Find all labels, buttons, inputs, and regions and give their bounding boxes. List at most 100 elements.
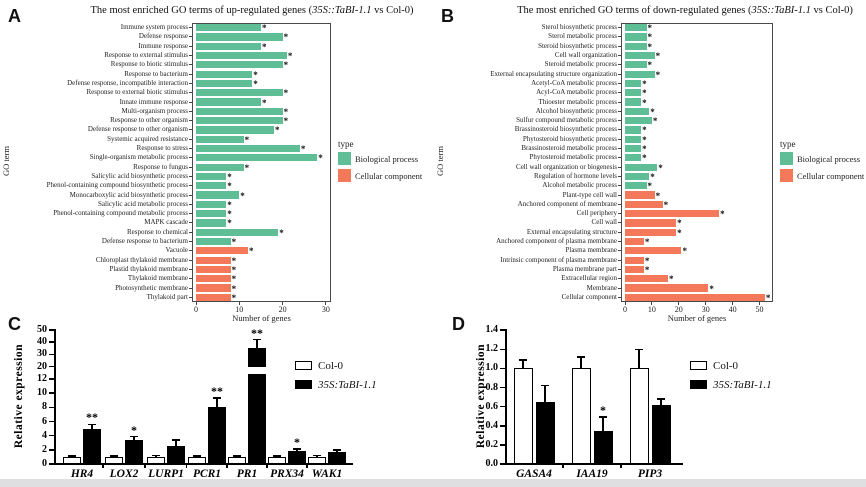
- legend-a: type Biological process Cellular compone…: [338, 139, 422, 186]
- y-tick: [618, 213, 621, 215]
- go-term-label: Brassinosteroid biosynthetic process: [514, 125, 617, 134]
- expr-bar: [167, 445, 185, 464]
- x-tick: [759, 302, 760, 305]
- go-bar: [196, 293, 231, 301]
- significance-asterisk: *: [647, 41, 653, 52]
- error-bar-line: [522, 359, 524, 369]
- expr-bar: [268, 456, 286, 464]
- group-divider-tick: [620, 464, 622, 468]
- go-term-label: Systemic acquired resistance: [107, 134, 188, 143]
- go-bar: [196, 172, 227, 181]
- y-tick: [618, 36, 621, 38]
- y-tick: [618, 45, 621, 47]
- expr-bar: [651, 404, 671, 464]
- significance-asterisk: *: [677, 218, 682, 229]
- go-term-label: Sulfur compound metabolic process: [516, 116, 617, 125]
- legend-a-item-cellular-component: Cellular component: [338, 169, 422, 182]
- error-bar-cap: [541, 384, 549, 387]
- significance-asterisk: *: [650, 106, 655, 117]
- significance-asterisk: *: [231, 264, 237, 275]
- go-term-label: Immune response: [138, 41, 188, 50]
- go-term-label: Membrane: [586, 283, 617, 292]
- legend-b: type Biological process Cellular compone…: [780, 139, 864, 186]
- y-tick: [618, 101, 621, 103]
- go-bar: [196, 284, 231, 292]
- significance-asterisk: *: [283, 106, 289, 117]
- error-bar-line: [602, 417, 604, 431]
- error-bar-cap: [233, 455, 241, 457]
- expr-bar: [629, 368, 649, 464]
- significance-asterisk: *: [294, 434, 300, 449]
- significance-asterisk: *: [283, 88, 289, 99]
- y-tick: [500, 444, 506, 446]
- go-bar: [625, 293, 765, 301]
- expr-bar-lower: [248, 373, 266, 464]
- go-term-label: Brassinosteroid metabolic process: [521, 144, 617, 153]
- go-bar: [625, 135, 642, 143]
- y-tick: [189, 213, 192, 215]
- significance-asterisk: *: [644, 237, 650, 248]
- go-bar: [196, 42, 261, 50]
- go-term-label: Cell periphery: [576, 209, 617, 218]
- go-bar: [196, 256, 231, 264]
- panel-a-title-suffix: vs Col-0): [371, 5, 414, 16]
- category-label: GASA4: [516, 468, 552, 480]
- go-term-label: Monocarboxylic acid biosynthetic process: [69, 190, 188, 199]
- error-bar-cap: [273, 455, 281, 457]
- y-tick: [49, 378, 55, 380]
- go-term-label: Steroid biosynthetic process: [538, 41, 617, 50]
- significance-asterisk: *: [655, 190, 661, 201]
- category-label: PR1: [236, 468, 258, 480]
- go-bar: [625, 265, 644, 274]
- panel-a-title-genotype: 35S::TaBI-1.1: [312, 5, 372, 16]
- error-bar-cap: [657, 398, 665, 400]
- y-tick: [618, 64, 621, 66]
- x-tick-label: 0: [623, 305, 627, 314]
- y-tick-label: 6: [42, 415, 47, 427]
- error-bar-line: [256, 339, 258, 349]
- y-tick: [189, 241, 192, 243]
- significance-asterisk: *: [709, 283, 714, 294]
- go-term-label: Plastid thylakoid membrane: [109, 264, 188, 273]
- go-bar: [196, 154, 318, 162]
- legend-b-label-cellular-component: Cellular component: [797, 170, 865, 181]
- y-tick: [189, 45, 192, 47]
- y-tick: [189, 231, 192, 233]
- panel-d-label: D: [452, 314, 465, 334]
- group-divider-tick: [266, 464, 268, 468]
- significance-asterisk: *: [261, 97, 267, 108]
- y-tick: [189, 55, 192, 57]
- y-tick: [189, 92, 192, 94]
- expr-bar: [308, 456, 326, 464]
- y-tick-label: 0.8: [485, 381, 499, 393]
- error-bar-cap: [213, 397, 221, 399]
- go-bar: [196, 117, 283, 125]
- go-bar: [196, 228, 279, 236]
- y-tick: [189, 296, 192, 298]
- significance-asterisk: *: [283, 60, 289, 71]
- go-bar: [196, 135, 244, 143]
- x-tick: [678, 302, 680, 305]
- go-bar: [196, 24, 261, 32]
- y-tick: [49, 463, 55, 465]
- error-bar-cap: [635, 348, 643, 351]
- y-tick-label: 0.4: [485, 419, 499, 431]
- tabi-swatch: [690, 380, 707, 389]
- significance-asterisk: *: [253, 78, 258, 89]
- go-bar: [625, 219, 677, 227]
- go-term-label: Thylakoid part: [146, 292, 188, 301]
- significance-asterisk: *: [261, 41, 267, 52]
- panel-b-x-axis-title: Number of genes: [667, 313, 727, 323]
- significance-asterisk: *: [244, 162, 250, 173]
- go-bar: [625, 33, 647, 41]
- error-bar-cap: [333, 449, 341, 451]
- group-divider-tick: [562, 464, 564, 468]
- error-bar-line: [660, 399, 662, 405]
- y-tick: [189, 129, 192, 131]
- error-bar-cap: [152, 454, 160, 457]
- go-term-label: Response to other organism: [110, 116, 188, 125]
- y-tick: [189, 250, 192, 252]
- go-bar: [196, 219, 227, 227]
- go-term-label: Chloroplast thylakoid membrane: [95, 255, 188, 264]
- error-bar-line: [544, 385, 546, 402]
